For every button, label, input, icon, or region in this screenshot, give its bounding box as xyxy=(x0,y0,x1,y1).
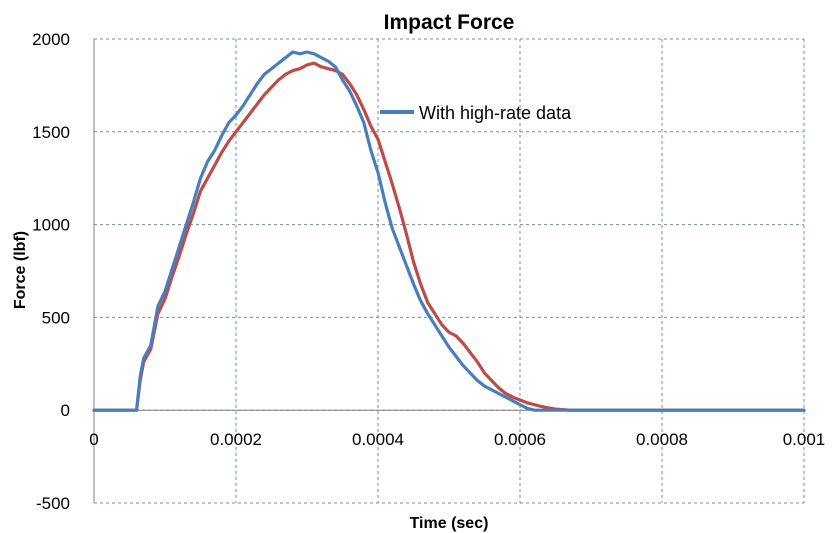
y-tick-label: 1000 xyxy=(32,216,70,235)
x-axis-label: Time (sec) xyxy=(410,515,489,532)
x-tick-label: 0.0008 xyxy=(636,430,688,449)
x-tick-label: 0.0002 xyxy=(210,430,262,449)
chart-title: Impact Force xyxy=(384,11,515,34)
x-tick-label: 0 xyxy=(89,430,98,449)
y-tick-label: 500 xyxy=(42,308,70,327)
x-tick-label: 0.0004 xyxy=(352,430,404,449)
series-lines xyxy=(92,50,806,412)
y-tick-label: -500 xyxy=(36,494,70,513)
legend-label-high-rate: With high-rate data xyxy=(419,103,572,123)
y-tick-label: 0 xyxy=(61,401,70,420)
legend: With high-rate data xyxy=(380,103,572,123)
series-line-comparison xyxy=(92,61,806,412)
series-line-high-rate xyxy=(92,50,806,412)
x-tick-label: 0.001 xyxy=(783,430,826,449)
y-tick-label: 2000 xyxy=(32,30,70,49)
tick-labels: -500 0 500 1000 1500 2000 0 0.0002 0.0004 0.0006 0… xyxy=(32,30,825,513)
y-tick-label: 1500 xyxy=(32,123,70,142)
y-axis-label: Force (lbf) xyxy=(12,231,29,309)
x-tick-label: 0.0006 xyxy=(494,430,546,449)
